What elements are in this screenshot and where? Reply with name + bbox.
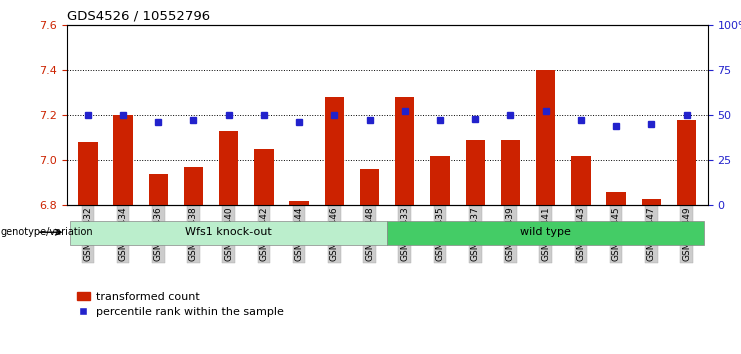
Bar	[387, 221, 704, 245]
Bar	[254, 149, 273, 205]
Bar	[184, 167, 203, 205]
Bar	[70, 221, 387, 245]
Bar	[606, 192, 625, 205]
Bar	[290, 201, 309, 205]
Legend: transformed count, percentile rank within the sample: transformed count, percentile rank withi…	[72, 287, 288, 322]
Bar	[536, 70, 555, 205]
Bar	[149, 174, 168, 205]
Bar	[465, 140, 485, 205]
Text: genotype/variation: genotype/variation	[1, 227, 93, 237]
Bar	[677, 120, 697, 205]
Bar	[642, 199, 661, 205]
Bar	[325, 97, 344, 205]
Bar	[431, 156, 450, 205]
Text: GDS4526 / 10552796: GDS4526 / 10552796	[67, 9, 210, 22]
Bar	[219, 131, 239, 205]
Text: Wfs1 knock-out: Wfs1 knock-out	[185, 227, 272, 237]
Bar	[395, 97, 414, 205]
Bar	[501, 140, 520, 205]
Text: wild type: wild type	[520, 227, 571, 237]
Bar	[78, 142, 98, 205]
Bar	[571, 156, 591, 205]
Bar	[360, 169, 379, 205]
Bar	[113, 115, 133, 205]
